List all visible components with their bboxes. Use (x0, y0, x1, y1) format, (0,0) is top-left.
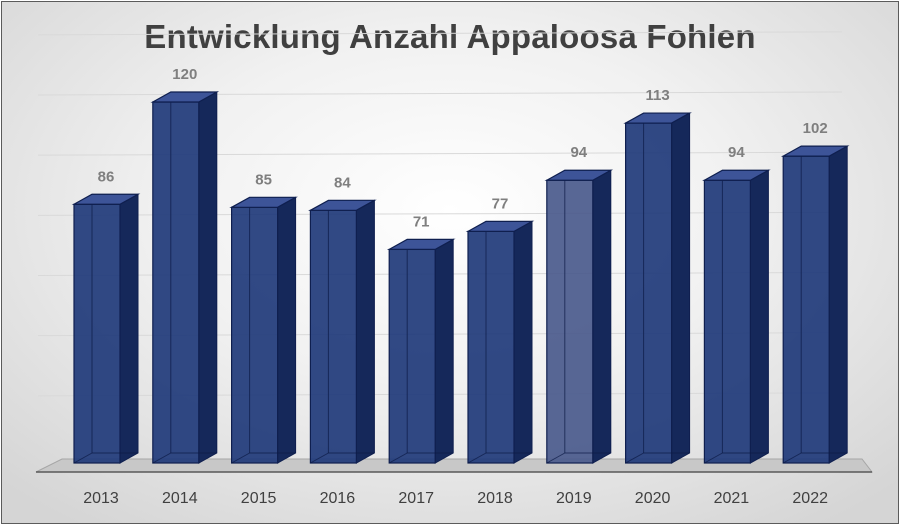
bar-2014 (150, 91, 220, 464)
category-label: 2015 (241, 490, 277, 507)
data-label: 120 (172, 66, 197, 83)
bar-front (231, 206, 279, 464)
bar-2017 (386, 238, 456, 464)
bar-top (386, 238, 456, 251)
bar-inner-edge (310, 452, 329, 464)
data-label: 84 (334, 174, 351, 191)
category-label: 2020 (635, 490, 671, 507)
bars (71, 91, 850, 464)
bar-front (703, 179, 752, 464)
bar-top (544, 169, 614, 181)
category-label: 2022 (792, 490, 828, 507)
bar-side (749, 169, 769, 464)
data-label: 102 (803, 120, 828, 137)
bar-top (150, 91, 220, 103)
bar-top (229, 196, 298, 208)
data-labels: 86 120 85 84 71 77 94 113 94 102 (98, 66, 828, 230)
bar-inner-edge (388, 452, 408, 464)
category-label: 2017 (398, 490, 434, 507)
bar-front (624, 122, 673, 464)
category-label: 2019 (556, 490, 592, 507)
bar-inner-edge (546, 452, 566, 464)
gridline (37, 31, 843, 36)
bar-front (546, 179, 594, 464)
bar-side (671, 112, 691, 464)
bar-top (623, 112, 692, 124)
bar-2019 (544, 169, 614, 464)
bar-top (702, 169, 771, 181)
data-label: 71 (413, 213, 430, 230)
bar-2018 (465, 220, 535, 464)
bar-top (308, 199, 377, 211)
bar-inner-edge (73, 452, 93, 464)
gridline (37, 91, 843, 96)
bar-side (434, 238, 454, 464)
bar-front (73, 203, 121, 464)
data-label: 94 (570, 144, 587, 161)
category-labels: 2013 2014 2015 2016 2017 2018 2019 2020 2021 2022 (83, 490, 828, 507)
bar-inner-edge (625, 452, 644, 464)
category-label: 2014 (162, 490, 198, 507)
category-label: 2016 (320, 490, 356, 507)
bar-2021 (702, 169, 771, 464)
bar-top (780, 145, 850, 157)
bar-side (513, 220, 533, 464)
data-label: 85 (255, 171, 272, 188)
data-label: 86 (98, 168, 115, 185)
bar-inner-edge (152, 452, 172, 464)
bar-inner-edge (782, 452, 802, 464)
bar-2013 (71, 193, 141, 464)
bar-side (828, 145, 848, 464)
bar-inner-edge (231, 452, 250, 464)
bar-top (71, 193, 141, 205)
data-label: 113 (645, 87, 669, 104)
bar-2022 (780, 145, 850, 464)
bar-front (782, 155, 830, 464)
data-label: 77 (492, 195, 509, 212)
bar-2016 (308, 199, 377, 464)
bar-front (309, 209, 357, 464)
bar-inner-edge (467, 452, 487, 464)
bar-2020 (623, 112, 692, 464)
bar-front (388, 248, 436, 464)
bar-side (198, 91, 218, 464)
bar-side (355, 199, 375, 464)
bar-side (592, 169, 612, 464)
category-label: 2013 (83, 490, 119, 507)
category-label: 2018 (477, 490, 513, 507)
chart-title: Entwicklung Anzahl Appaloosa Fohlen (144, 18, 756, 55)
bar-top (465, 220, 535, 232)
bar-front (152, 101, 200, 464)
bar-front (467, 230, 515, 464)
category-label: 2021 (714, 490, 750, 507)
bar-side (119, 193, 139, 464)
data-label: 94 (728, 144, 745, 161)
bar-2015 (229, 196, 298, 464)
bar-side (277, 196, 297, 464)
bar-inner-edge (704, 452, 723, 464)
